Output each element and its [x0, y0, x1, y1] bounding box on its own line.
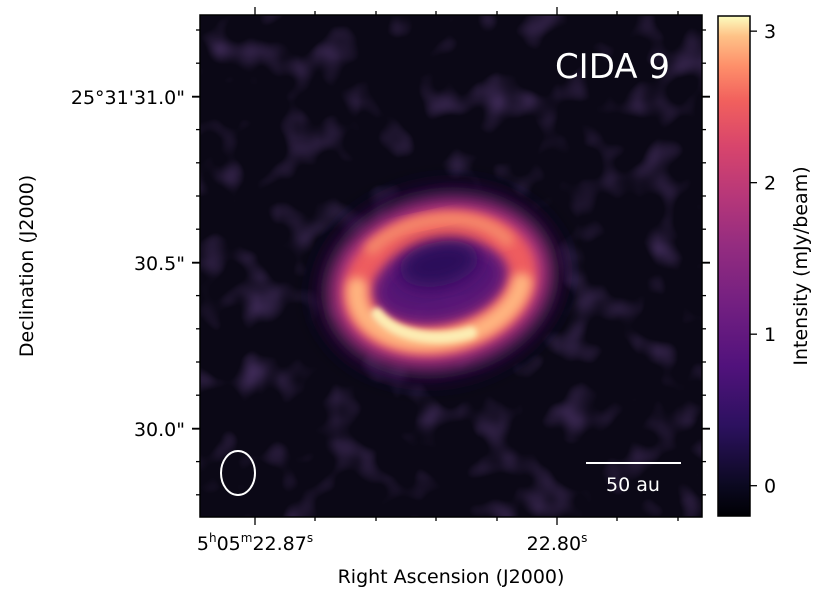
- scale-bar-label: 50 au: [606, 474, 660, 496]
- colorbar-ticks: 0 1 2 3: [750, 21, 776, 498]
- disk-ring: [301, 171, 579, 395]
- x-tick-label: 5h05m22.87s: [197, 531, 313, 555]
- colorbar-label: Intensity (mJy/beam): [790, 166, 812, 365]
- ring-peak-arc: [371, 307, 477, 344]
- colorbar-frame: [717, 15, 751, 517]
- image-frame: [199, 14, 703, 518]
- colorbar: 0 1 2 3 Intensity (mJy/beam): [717, 15, 812, 517]
- image-panel: 50 au CIDA 9: [200, 15, 702, 517]
- ring-upper-arc: [365, 212, 514, 255]
- x-axis-label: Right Ascension (J2000): [338, 566, 565, 588]
- colorbar-tick-label: 3: [764, 21, 776, 43]
- x-tick-label: 22.80s: [527, 531, 588, 555]
- central-cavity: [399, 240, 479, 287]
- y-axis-label: Declination (J2000): [16, 175, 38, 357]
- colorbar-tick-label: 2: [764, 173, 776, 195]
- chart-title: CIDA 9: [555, 47, 670, 87]
- beam-ellipse: [220, 450, 256, 496]
- colorbar-fill: [718, 16, 750, 516]
- axis-ticks: [192, 7, 710, 525]
- colorbar-tick-label: 0: [764, 476, 776, 498]
- y-tick-label: 30.0": [134, 419, 185, 441]
- y-tick-label: 30.5": [134, 253, 185, 275]
- colorbar-tick-label: 1: [764, 324, 776, 346]
- y-tick-label: 25°31'31.0": [71, 87, 185, 109]
